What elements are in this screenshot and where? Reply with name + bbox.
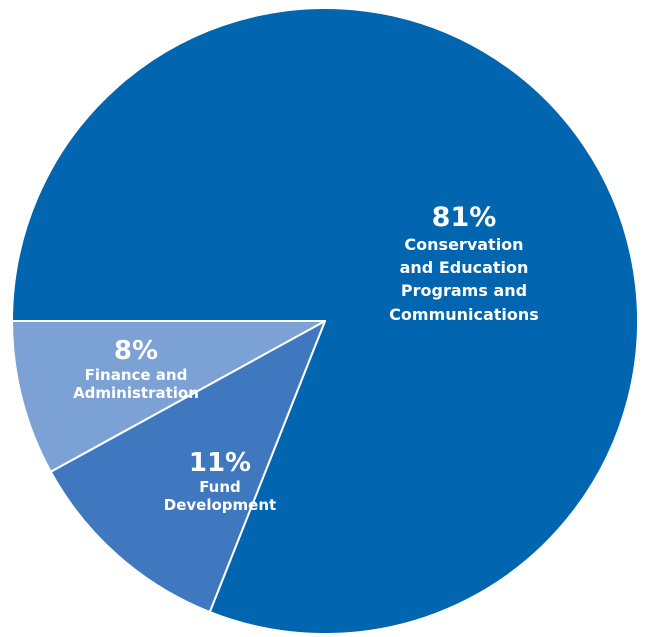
slice-name-conservation: Conservation and Education Programs and … bbox=[389, 235, 539, 324]
slice-name-finance-administration: Finance and Administration bbox=[73, 365, 199, 402]
slice-percent-finance-administration: 8% bbox=[113, 336, 159, 366]
pie-slice-finance-administration bbox=[11, 320, 326, 473]
slice-percent-fund-development: 11% bbox=[188, 448, 252, 478]
slice-label-finance-administration: 8% Finance and Administration bbox=[36, 336, 236, 402]
slice-label-fund-development: 11% Fund Development bbox=[150, 448, 290, 514]
slice-percent-conservation: 81% bbox=[431, 202, 497, 233]
pie-slice-conservation bbox=[11, 7, 639, 635]
pie-slice-fund-development bbox=[49, 320, 326, 614]
slice-label-conservation: 81% Conservation and Education Programs … bbox=[360, 202, 568, 326]
slice-name-fund-development: Fund Development bbox=[163, 477, 277, 514]
